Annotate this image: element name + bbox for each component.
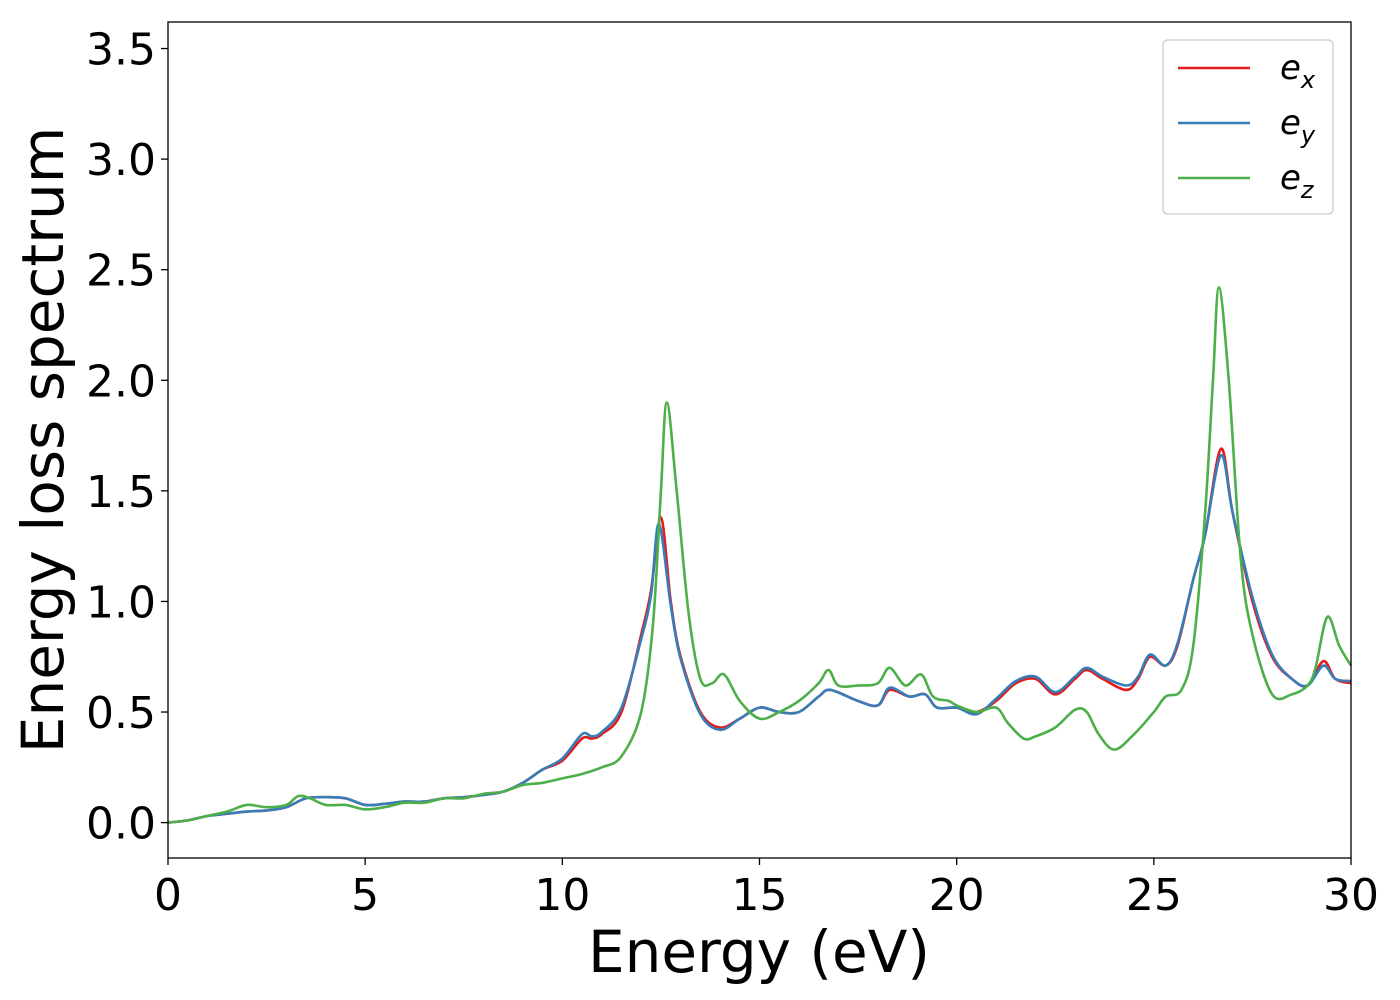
legend-label-x: ex xyxy=(1280,48,1316,94)
y-tick-label: 2.5 xyxy=(86,246,156,297)
series-line-z xyxy=(167,286,1353,824)
y-tick-label: 0.0 xyxy=(86,799,156,850)
y-axis: 0.0 0.5 1.0 1.5 2.0 2.5 3.0 3.5 xyxy=(86,25,168,850)
y-tick-label: 3.0 xyxy=(86,135,156,186)
x-axis: 0 5 10 15 20 25 30 xyxy=(154,858,1379,921)
y-tick-label: 3.5 xyxy=(86,25,156,76)
x-tick-label: 20 xyxy=(929,870,985,921)
legend-label-z: ez xyxy=(1280,158,1315,204)
x-tick-label: 15 xyxy=(732,870,788,921)
series-layer xyxy=(167,286,1353,824)
x-tick-label: 30 xyxy=(1323,870,1379,921)
y-tick-label: 1.0 xyxy=(86,577,156,628)
y-axis-label: Energy loss spectrum xyxy=(9,127,77,753)
x-axis-label: Energy (eV) xyxy=(588,918,930,986)
y-tick-label: 1.5 xyxy=(86,467,156,518)
legend: ex ey ez xyxy=(1162,39,1334,215)
x-tick-label: 10 xyxy=(534,870,590,921)
y-tick-label: 2.0 xyxy=(86,356,156,407)
y-tick-label: 0.5 xyxy=(86,688,156,739)
legend-box xyxy=(1162,39,1334,215)
x-tick-label: 0 xyxy=(154,870,182,921)
legend-label-y: ey xyxy=(1280,103,1316,149)
x-tick-label: 5 xyxy=(351,870,379,921)
x-tick-label: 25 xyxy=(1126,870,1182,921)
